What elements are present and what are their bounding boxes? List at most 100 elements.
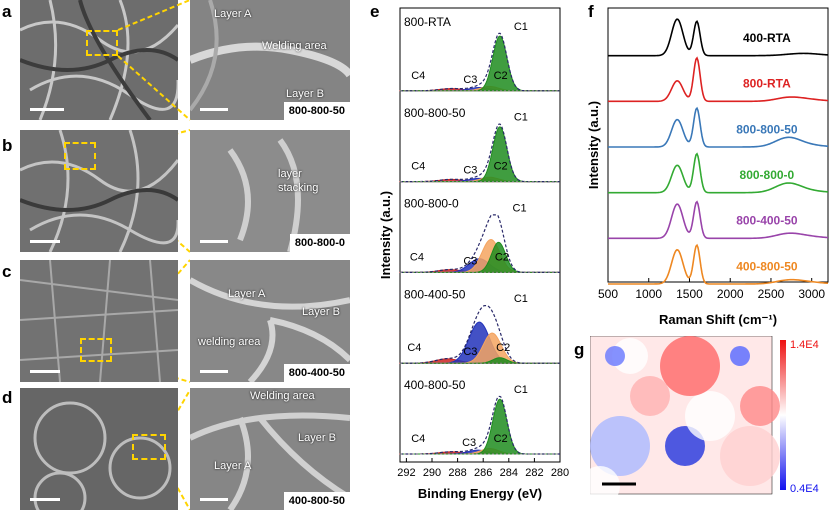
scale-bar-a: [30, 108, 64, 111]
map-region: [720, 426, 780, 486]
annotation-layer-b-a: Layer B: [286, 88, 324, 100]
xps-peak-label: C2: [494, 161, 508, 173]
xps-series-name: 800-800-0: [404, 197, 459, 211]
xps-peak-label: C2: [496, 342, 510, 354]
xps-peak-label: C4: [410, 251, 424, 263]
xps-peak-label: C1: [514, 293, 528, 305]
map-region: [685, 391, 735, 441]
zoom-box-b: [64, 142, 96, 170]
map-colorbar-min: 0.4E4: [790, 483, 819, 495]
zoom-box-c: [80, 338, 112, 362]
raman-xtick-label: 500: [598, 287, 618, 301]
xps-chart: 292 290 288 286 284 282 280 Binding Energy (eV)…: [378, 7, 569, 501]
panel-label-a: a: [2, 2, 12, 21]
xps-ylabel: Intensity (a.u.): [378, 191, 393, 279]
raman-xtick-label: 2500: [758, 287, 785, 301]
annotation-layer-a-a: Layer A: [214, 8, 252, 20]
xps-peak-label: C3: [463, 74, 477, 86]
annotation-layer-b-c: Layer B: [302, 306, 340, 318]
raman-map: 1.4E4 0.4E4: [590, 336, 819, 504]
xps-envelope: [400, 395, 560, 455]
xps-peak-label: C2: [494, 433, 508, 445]
xps-series-name: 800-800-50: [404, 106, 466, 120]
map-region: [590, 416, 650, 476]
xps-xtick-label: 282: [525, 467, 543, 479]
sample-tag-a: 800-800-50: [283, 102, 350, 120]
raman-xtick-label: 2000: [717, 287, 744, 301]
raman-series-line: [608, 200, 829, 240]
map-colorbar: [780, 340, 786, 490]
panel-label-c: c: [2, 262, 12, 281]
xps-peak-label: C3: [463, 255, 477, 267]
sem-zoom-d: Welding area Layer B Layer A 400-800-50: [190, 388, 350, 510]
raman-xtick-label: 1500: [676, 287, 703, 301]
sem-overview-c: [20, 260, 178, 382]
xps-series-name: 400-800-50: [404, 378, 466, 392]
sample-tag-b: 800-800-0: [289, 234, 350, 252]
raman-series-line: [608, 56, 829, 103]
scale-bar-d: [30, 498, 60, 501]
xps-peak-label: C3: [463, 346, 477, 358]
map-region: [605, 346, 625, 366]
xps-peak-label: C4: [411, 161, 425, 173]
xps-component-c2: [400, 239, 560, 273]
raman-series-line: [608, 243, 829, 285]
annotation-welding-a: Welding area: [262, 40, 327, 52]
scale-bar-b: [30, 240, 60, 243]
xps-envelope: [399, 32, 560, 92]
raman-xlabel: Raman Shift (cm⁻¹): [659, 312, 777, 327]
sample-tag-c: 800-400-50: [283, 364, 350, 382]
raman-series-label: 400-800-50: [736, 259, 798, 273]
xps-component-c1: [400, 35, 560, 92]
raman-series-label: 800-800-50: [736, 122, 798, 136]
scale-bar-c: [30, 370, 60, 373]
raman-series-line: [608, 18, 829, 57]
xps-peak-label: C1: [514, 21, 528, 33]
xps-peak-label: C3: [463, 165, 477, 177]
annotation-welding-c: welding area: [198, 336, 261, 348]
xps-xtick-label: 288: [448, 467, 466, 479]
sem-zoom-a: Layer A Welding area Layer B 800-800-50: [190, 0, 350, 120]
raman-series-line: [608, 152, 829, 194]
raman-series-label: 800-800-0: [740, 168, 795, 182]
xps-peak-label: C4: [411, 70, 425, 82]
xps-xtick-label: 284: [500, 467, 518, 479]
xps-xtick-label: 280: [551, 467, 569, 479]
xps-peak-label: C4: [407, 342, 421, 354]
annotation-layer-b-d: Layer B: [298, 432, 336, 444]
map-region: [740, 386, 780, 426]
xps-peak-label: C3: [462, 437, 476, 449]
xps-xtick-label: 290: [423, 467, 441, 479]
xps-peak-label: C2: [495, 251, 509, 263]
map-region: [630, 376, 670, 416]
raman-ylabel: Intensity (a.u.): [586, 101, 601, 189]
panel-label-e: e: [370, 2, 380, 21]
map-region: [730, 346, 750, 366]
sem-zoom-b: layer stacking 800-800-0: [190, 130, 350, 252]
xps-frame: [399, 7, 561, 463]
raman-xtick-label: 1000: [635, 287, 662, 301]
annotation-welding-d: Welding area: [250, 390, 315, 402]
scale-bar-a-zoom: [200, 108, 228, 111]
raman-series-label: 800-RTA: [743, 77, 791, 91]
map-region: [660, 336, 720, 396]
raman-xtick-label: 3000: [798, 287, 825, 301]
sem-zoom-c: Layer A Layer B welding area 800-400-50: [190, 260, 350, 382]
raman-series-label: 400-RTA: [743, 31, 791, 45]
xps-component-c1: [400, 126, 560, 183]
sample-tag-d: 400-800-50: [283, 492, 350, 510]
panel-label-d: d: [2, 388, 13, 407]
xps-peak-label: C2: [494, 70, 508, 82]
xps-xlabel: Binding Energy (eV): [418, 486, 542, 501]
scale-bar-d-zoom: [200, 498, 228, 501]
raman-series-line: [608, 106, 829, 148]
xps-series-name: 800-400-50: [404, 287, 466, 301]
zoom-box-d: [132, 434, 166, 460]
xps-xtick-label: 286: [474, 467, 492, 479]
map-colorbar-max: 1.4E4: [790, 339, 819, 351]
panel-label-b: b: [2, 136, 13, 155]
panel-label-f: f: [588, 2, 594, 21]
scale-bar-c-zoom: [200, 370, 228, 373]
sem-overview-a: [20, 0, 178, 120]
raman-frame: [607, 7, 829, 283]
